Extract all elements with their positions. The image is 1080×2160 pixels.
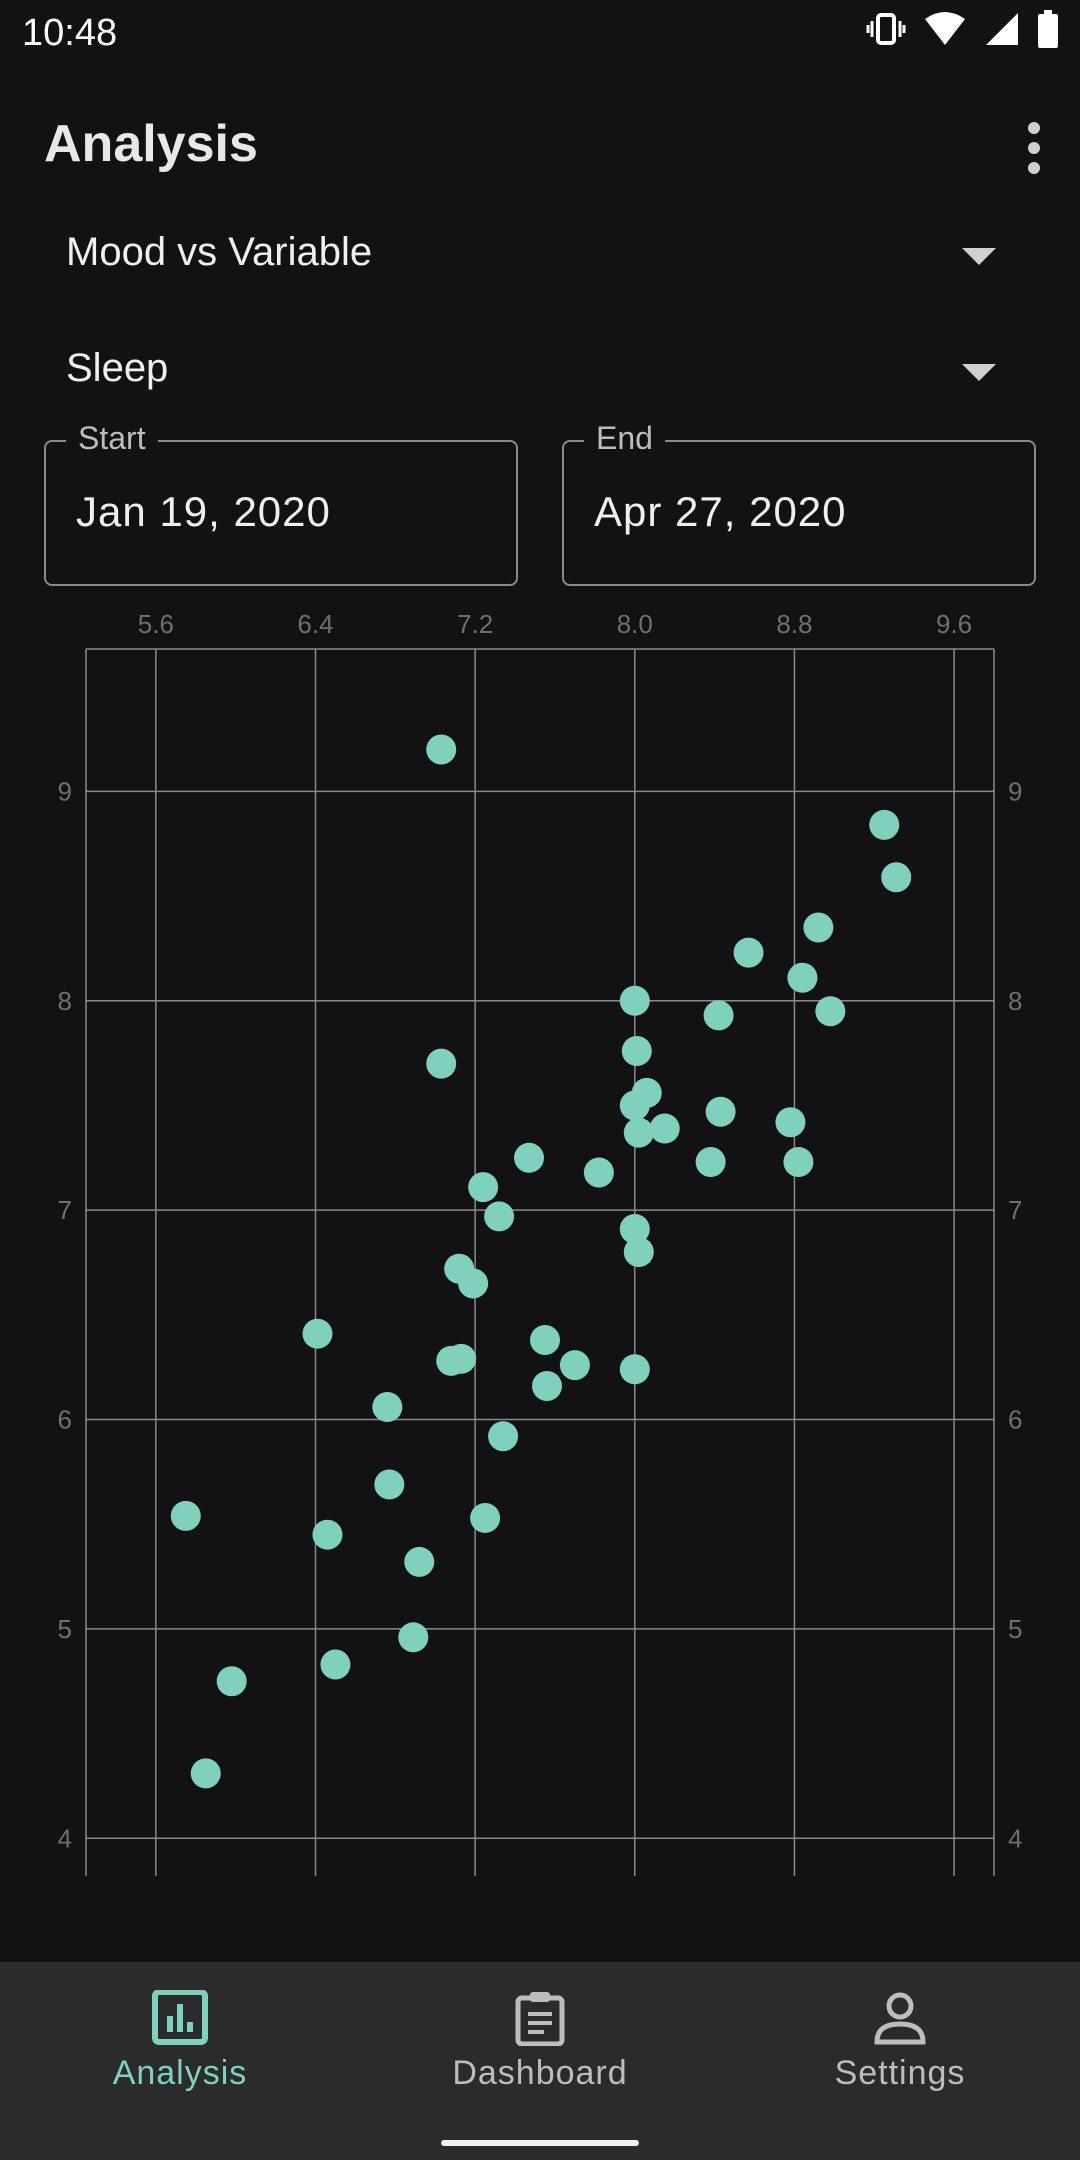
scatter-points [170, 734, 912, 1789]
y-tick-label-right: 7 [1008, 1195, 1022, 1225]
scatter-point [559, 1350, 590, 1381]
page-title: Analysis [44, 115, 258, 173]
bar-chart-icon [152, 1990, 208, 2045]
status-icons [866, 10, 1058, 48]
end-date-field[interactable]: End Apr 27, 2020 [562, 420, 1036, 586]
signal-icon [984, 11, 1020, 47]
scatter-point [374, 1469, 405, 1500]
scatter-point [320, 1649, 351, 1680]
nav-item-dashboard[interactable]: Dashboard [360, 1962, 720, 2122]
x-tick-labels-top: 5.6 6.4 7.2 8.0 8.8 9.6 [138, 609, 972, 639]
start-date-field[interactable]: Start Jan 19, 2020 [44, 420, 518, 586]
dropdown-arrow-icon [962, 364, 996, 387]
x-tick-label: 8.0 [617, 609, 653, 639]
y-tick-labels-right: 4 5 6 7 8 9 [1008, 776, 1022, 1853]
scatter-point [170, 1500, 201, 1531]
analysis-type-dropdown[interactable]: Mood vs Variable [66, 220, 996, 290]
more-vert-icon[interactable] [1014, 118, 1054, 178]
app-bar: Analysis [0, 100, 1080, 190]
y-tick-label-left: 8 [58, 986, 72, 1016]
scatter-point [619, 1090, 650, 1121]
scatter-point [398, 1622, 429, 1653]
scatter-point [458, 1268, 489, 1299]
scatter-point [619, 1354, 650, 1385]
wifi-icon [924, 11, 966, 47]
scatter-point [583, 1157, 614, 1188]
y-tick-label-right: 6 [1008, 1405, 1022, 1435]
y-tick-label-right: 4 [1008, 1823, 1022, 1853]
scatter-point [529, 1324, 560, 1355]
scatter-point [216, 1666, 247, 1697]
x-tick-label: 6.4 [297, 609, 333, 639]
scatter-point [775, 1107, 806, 1138]
y-tick-label-left: 4 [58, 1823, 72, 1853]
scatter-point [302, 1318, 333, 1349]
scatter-point [446, 1343, 477, 1374]
scatter-point [312, 1519, 343, 1550]
y-tick-labels-left: 4 5 6 7 8 9 [58, 776, 72, 1853]
scatter-point [484, 1201, 515, 1232]
clipboard-icon [515, 1992, 565, 2046]
scatter-point [531, 1371, 562, 1402]
scatter-point [619, 985, 650, 1016]
scatter-point [372, 1391, 403, 1422]
scatter-point [468, 1172, 499, 1203]
scatter-point [621, 1036, 652, 1067]
scatter-point [815, 996, 846, 1027]
dropdown-arrow-icon [962, 248, 996, 271]
scatter-point [787, 962, 818, 993]
variable-value: Sleep [66, 346, 169, 390]
scatter-point [881, 862, 912, 893]
scatter-point [404, 1546, 435, 1577]
scatter-point [426, 734, 457, 765]
scatter-point [783, 1146, 814, 1177]
end-date-value: Apr 27, 2020 [594, 488, 847, 535]
scatter-point [488, 1421, 519, 1452]
y-tick-label-right: 9 [1008, 776, 1022, 806]
scatter-point [619, 1213, 650, 1244]
status-bar: 10:48 [0, 0, 1080, 66]
home-indicator [441, 2140, 639, 2146]
bottom-navigation: Analysis Dashboard Settings [0, 1962, 1080, 2160]
scatter-point [695, 1146, 726, 1177]
x-tick-label: 9.6 [936, 609, 972, 639]
y-tick-label-left: 9 [58, 776, 72, 806]
x-tick-label: 5.6 [138, 609, 174, 639]
scatter-point [470, 1502, 501, 1533]
chart-grid [85, 648, 995, 1876]
battery-icon [1038, 10, 1058, 48]
start-date-label: Start [66, 420, 158, 457]
scatter-point [426, 1048, 457, 1079]
scatter-point [623, 1237, 654, 1268]
scatter-point [190, 1758, 221, 1789]
scatter-chart: 5.6 6.4 7.2 8.0 8.8 9.6 4 5 6 7 8 9 4 5 6 7 8 9 [58, 609, 1022, 1876]
end-date-label: End [584, 420, 665, 457]
scatter-point [705, 1096, 736, 1127]
scatter-point [514, 1142, 545, 1173]
vibrate-icon [866, 11, 906, 47]
scatter-point [703, 1000, 734, 1031]
nav-label-settings: Settings [834, 2054, 966, 2092]
variable-dropdown[interactable]: Sleep [66, 336, 996, 406]
scatter-point [623, 1117, 654, 1148]
scatter-point [869, 809, 900, 840]
nav-item-settings[interactable]: Settings [720, 1962, 1080, 2122]
y-tick-label-left: 7 [58, 1195, 72, 1225]
x-tick-label: 8.8 [776, 609, 812, 639]
person-icon [874, 1992, 926, 2045]
scatter-point [803, 912, 834, 943]
nav-item-analysis[interactable]: Analysis [0, 1962, 360, 2122]
y-tick-label-right: 5 [1008, 1614, 1022, 1644]
x-tick-label: 7.2 [457, 609, 493, 639]
analysis-type-value: Mood vs Variable [66, 230, 373, 274]
nav-label-dashboard: Dashboard [452, 2054, 628, 2092]
y-tick-label-left: 6 [58, 1405, 72, 1435]
y-tick-label-right: 8 [1008, 986, 1022, 1016]
y-tick-label-left: 5 [58, 1614, 72, 1644]
scatter-point [733, 937, 764, 968]
nav-label-analysis: Analysis [112, 2054, 248, 2092]
start-date-value: Jan 19, 2020 [76, 488, 331, 535]
scatter-point [649, 1113, 680, 1144]
status-time: 10:48 [22, 12, 118, 54]
